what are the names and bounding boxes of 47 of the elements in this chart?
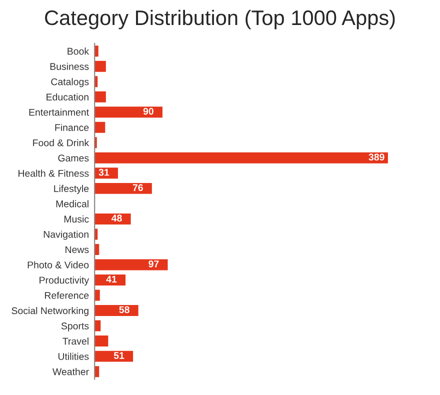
bar: [94, 336, 108, 347]
bar: [94, 91, 106, 102]
bar: [94, 46, 98, 57]
y-tick-label: Lifestyle: [54, 184, 89, 194]
bar: [94, 106, 162, 118]
y-tick-label: Entertainment: [29, 108, 89, 116]
y-tick-label: Sports: [61, 322, 89, 332]
y-tick-label: Education: [46, 93, 88, 100]
bar: [94, 182, 152, 194]
y-tick-label: Photo & Video: [28, 261, 89, 268]
y-tick-label: Health & Fitness: [18, 170, 89, 177]
y-tick-label: Medical: [56, 200, 88, 208]
data-label: 76: [132, 184, 143, 192]
y-tick-label: Weather: [52, 368, 89, 376]
data-label: 58: [119, 306, 130, 314]
data-label: 41: [106, 276, 117, 283]
bar: [94, 213, 131, 224]
bar: [94, 320, 101, 332]
y-tick-label: Productivity: [40, 276, 90, 286]
data-label: 389: [368, 154, 384, 161]
y-tick-label: Book: [68, 48, 90, 55]
data-label: 48: [112, 214, 122, 222]
y-tick-label: Travel: [62, 338, 88, 345]
data-label: 51: [114, 352, 124, 359]
bar: [94, 290, 100, 301]
y-tick-label: News: [66, 246, 89, 254]
chart-title: Category Distribution (Top 1000 Apps): [45, 10, 395, 30]
bar: [94, 152, 388, 164]
bar: [94, 350, 134, 362]
data-label: 97: [148, 260, 159, 268]
y-tick-label: Utilities: [58, 352, 89, 360]
bar: [94, 122, 106, 133]
data-label: 90: [143, 108, 154, 115]
bar: [94, 60, 106, 72]
bar: [94, 274, 126, 286]
y-tick-label: Business: [50, 62, 89, 70]
y-tick-label: Navigation: [44, 230, 88, 240]
y-tick-label: Music: [64, 215, 89, 223]
y-tick-label: Reference: [44, 292, 89, 299]
data-label: 31: [98, 168, 110, 176]
y-tick-label: Finance: [55, 124, 89, 132]
y-tick-label: Social Networking: [12, 307, 88, 316]
bar: [94, 259, 168, 270]
y-tick-label: Catalogs: [51, 78, 89, 88]
y-tick-label: Food & Drink: [33, 139, 90, 146]
bar: [94, 305, 138, 316]
y-tick-label: Games: [58, 154, 89, 162]
